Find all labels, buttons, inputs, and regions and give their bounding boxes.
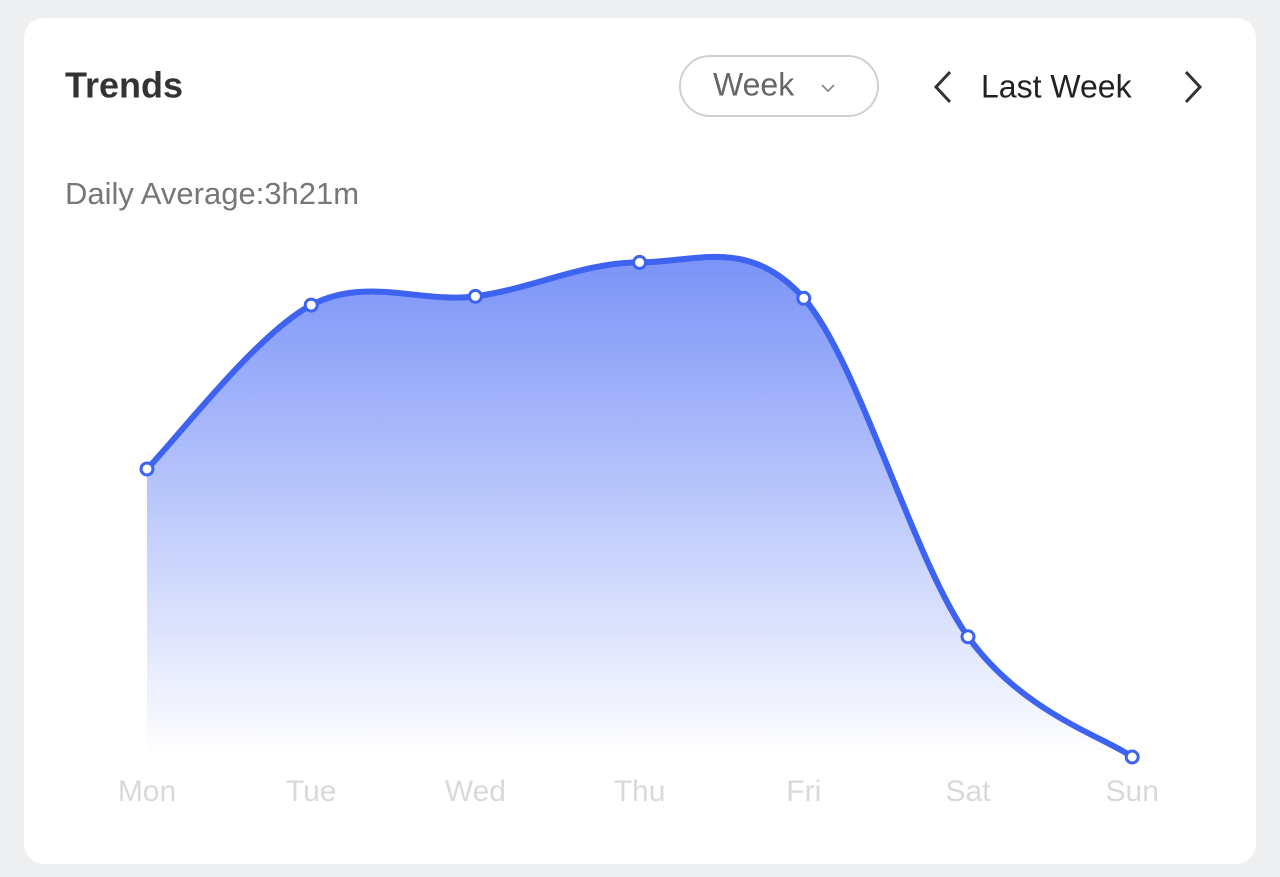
data-point [139, 461, 155, 477]
data-point [796, 290, 812, 306]
next-button[interactable] [1184, 70, 1203, 104]
period-label: Last Week [981, 68, 1133, 104]
data-point [1124, 749, 1140, 765]
daily-average: Daily Average:3h21m [65, 176, 359, 211]
x-tick-label: Fri [786, 775, 821, 808]
x-tick-label: Tue [286, 775, 337, 808]
dropdown-box[interactable] [679, 55, 879, 117]
dropdown-label[interactable]: Week [713, 66, 795, 102]
data-point [467, 288, 483, 304]
data-point [632, 254, 648, 270]
x-tick-label: Thu [614, 775, 666, 808]
x-tick-label: Wed [445, 775, 506, 808]
prev-button[interactable] [933, 70, 952, 104]
data-point [960, 629, 976, 645]
area-fill [147, 256, 1133, 757]
x-tick-label: Sun [1106, 775, 1159, 808]
dropdown-chevron[interactable] [821, 84, 835, 93]
range-dropdown[interactable]: Week [679, 55, 879, 117]
title: Trends [65, 65, 183, 106]
x-tick-label: Mon [118, 775, 176, 808]
x-tick-label: Sat [945, 775, 991, 808]
data-point [303, 297, 319, 313]
